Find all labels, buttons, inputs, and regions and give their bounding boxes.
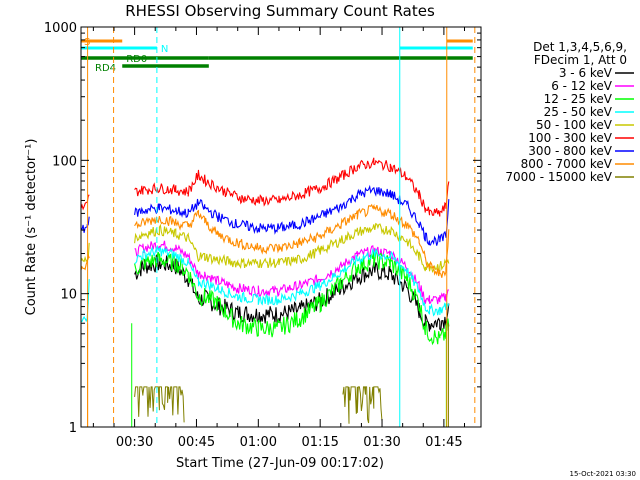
flag-label: RD4 — [95, 63, 116, 74]
y-axis: 1 10 100 1000 — [44, 21, 481, 436]
x-tick-label: 01:15 — [301, 435, 338, 450]
x-tick-label: 00:30 — [116, 435, 153, 450]
legend-entry: 300 - 800 keV — [528, 144, 612, 158]
y-tick-label: 1000 — [44, 21, 77, 36]
legend-entry: 12 - 25 keV — [544, 92, 613, 106]
legend: Det 1,3,4,5,6,9,FDecim 1, Att 03 - 6 keV… — [505, 40, 634, 184]
legend-entry: 7000 - 15000 keV — [505, 170, 612, 184]
series-layer — [81, 157, 450, 427]
x-tick-label: 01:00 — [240, 435, 277, 450]
vertical-markers-layer — [87, 27, 476, 427]
legend-entry: 6 - 12 keV — [551, 79, 613, 93]
series-line — [134, 253, 450, 332]
flag-bars-layer: SNRD0RD4 — [81, 37, 473, 74]
x-axis: 00:30 00:45 01:00 01:15 01:30 01:45 — [92, 27, 466, 450]
flag-label: RD0 — [126, 54, 147, 65]
series-line — [134, 240, 449, 305]
legend-entry: 100 - 300 keV — [528, 131, 612, 145]
x-tick-label: 01:30 — [363, 435, 400, 450]
footer-timestamp: 15-Oct-2021 03:30 — [570, 470, 636, 478]
x-axis-label: Start Time (27-Jun-09 00:17:02) — [176, 456, 384, 471]
flag-label: N — [161, 44, 168, 55]
series-line — [134, 386, 383, 424]
series-line — [134, 249, 450, 346]
legend-entry: 25 - 50 keV — [544, 105, 613, 119]
legend-entry: 800 - 7000 keV — [521, 157, 613, 171]
legend-entry: 50 - 100 keV — [536, 118, 613, 132]
y-tick-label: 10 — [60, 288, 77, 303]
plot-frame — [80, 26, 482, 428]
legend-entry: 3 - 6 keV — [559, 66, 613, 80]
y-tick-label: 100 — [52, 154, 77, 169]
x-tick-label: 00:45 — [178, 435, 215, 450]
legend-header: FDecim 1, Att 0 — [534, 53, 627, 67]
y-tick-label: 1 — [69, 421, 77, 436]
legend-header: Det 1,3,4,5,6,9, — [533, 40, 627, 54]
chart-title: RHESSI Observing Summary Count Rates — [125, 2, 435, 20]
y-axis-label: Count Rate (s⁻¹ detector⁻¹) — [24, 139, 39, 316]
x-tick-label: 01:45 — [425, 435, 462, 450]
